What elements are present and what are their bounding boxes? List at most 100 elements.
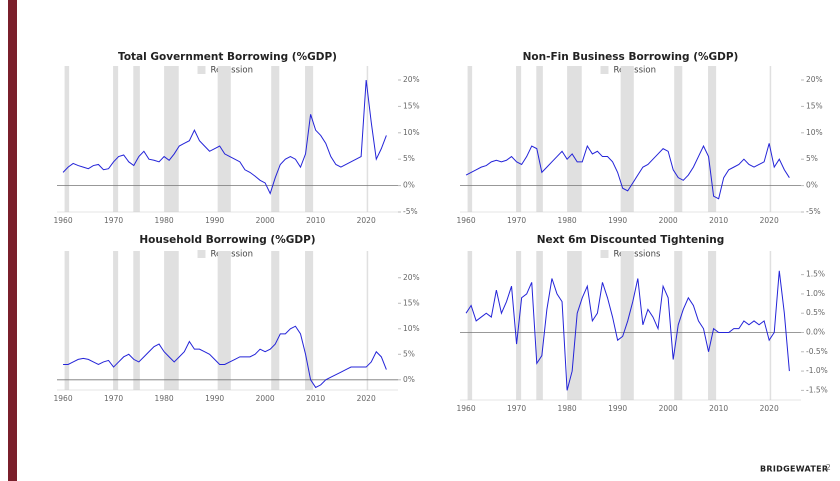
x-tick-label: 1990 xyxy=(205,394,224,403)
x-tick-label: 2000 xyxy=(256,394,275,403)
recession-band xyxy=(516,66,522,212)
x-tick-label: 1980 xyxy=(558,216,577,225)
series-line xyxy=(465,143,790,200)
recession-band xyxy=(164,251,179,390)
recession-band xyxy=(674,66,683,212)
chart-title: Household Borrowing (%GDP) xyxy=(139,234,315,246)
recession-band xyxy=(133,251,140,390)
x-tick-label: 2010 xyxy=(709,216,728,225)
x-tick-label: 2020 xyxy=(357,216,376,225)
x-tick-label: 1980 xyxy=(155,394,174,403)
recession-band xyxy=(64,251,70,390)
x-tick-label: 1960 xyxy=(457,404,476,413)
recession-band xyxy=(467,251,473,400)
y-tick-label: 0.5% xyxy=(806,308,825,317)
legend-label: Recession xyxy=(614,66,656,76)
x-tick-label: 2010 xyxy=(709,404,728,413)
y-tick-label: 20% xyxy=(403,75,420,84)
recession-band xyxy=(708,66,717,212)
x-tick-label: 1970 xyxy=(507,404,526,413)
recession-band xyxy=(64,66,70,212)
recession-band xyxy=(620,66,634,212)
x-tick-label: 1970 xyxy=(507,216,526,225)
series-line xyxy=(62,79,387,195)
recession-band xyxy=(769,251,772,400)
y-tick-label: 10% xyxy=(403,128,420,137)
x-tick-label: 2000 xyxy=(256,216,275,225)
x-tick-label: 1990 xyxy=(608,216,627,225)
x-tick-label: 1980 xyxy=(558,404,577,413)
recession-band xyxy=(567,251,582,400)
y-tick-label: 10% xyxy=(403,324,420,333)
recession-band xyxy=(708,251,717,400)
y-tick-label: 1.5% xyxy=(806,270,825,279)
x-tick-label: 1970 xyxy=(104,394,123,403)
x-tick-label: 1980 xyxy=(155,216,174,225)
recession-band xyxy=(305,251,314,390)
recession-band xyxy=(620,251,634,400)
chart-title: Next 6m Discounted Tightening xyxy=(537,234,724,246)
y-tick-label: -1.0% xyxy=(806,366,828,375)
y-tick-label: 5% xyxy=(403,154,415,163)
y-tick-label: 20% xyxy=(806,75,823,84)
recession-band xyxy=(217,66,231,212)
recession-band xyxy=(271,251,280,390)
recession-band xyxy=(769,66,772,212)
recession-band xyxy=(113,251,119,390)
legend-swatch xyxy=(600,66,609,74)
y-tick-label: 20% xyxy=(403,273,420,282)
page-number: 2 xyxy=(826,463,831,472)
y-tick-label: -5% xyxy=(403,207,418,216)
x-tick-label: 1990 xyxy=(205,216,224,225)
x-tick-label: 2020 xyxy=(760,404,779,413)
y-tick-label: 15% xyxy=(403,101,420,110)
y-tick-label: -0.5% xyxy=(806,347,828,356)
y-tick-label: 5% xyxy=(806,154,818,163)
y-tick-label: 5% xyxy=(403,349,415,358)
recession-band xyxy=(164,66,179,212)
recession-band xyxy=(467,66,473,212)
y-tick-label: 0% xyxy=(403,181,415,190)
chart-title: Total Government Borrowing (%GDP) xyxy=(118,51,337,63)
x-tick-label: 1960 xyxy=(54,394,73,403)
y-tick-label: 1.0% xyxy=(806,289,825,298)
x-tick-label: 2020 xyxy=(760,216,779,225)
series-line xyxy=(465,270,790,391)
x-tick-label: 2010 xyxy=(306,216,325,225)
brand: BRIDGEWATER xyxy=(760,465,828,474)
x-tick-label: 2020 xyxy=(357,394,376,403)
legend-swatch xyxy=(600,250,609,258)
side-bar xyxy=(8,0,17,481)
legend-label: Recession xyxy=(211,250,253,260)
x-tick-label: 2010 xyxy=(306,394,325,403)
recession-band xyxy=(113,66,119,212)
recession-band xyxy=(271,66,280,212)
x-tick-label: 1970 xyxy=(104,216,123,225)
x-tick-label: 1960 xyxy=(457,216,476,225)
recession-band xyxy=(133,66,140,212)
y-tick-label: 15% xyxy=(806,101,823,110)
x-tick-label: 2000 xyxy=(659,216,678,225)
recession-band xyxy=(217,251,231,390)
y-tick-label: 0% xyxy=(806,181,818,190)
x-tick-label: 2000 xyxy=(659,404,678,413)
y-tick-label: 10% xyxy=(806,128,823,137)
legend-label: Recession xyxy=(211,66,253,76)
legend-label: Recessions xyxy=(614,250,661,260)
recession-band xyxy=(567,66,582,212)
recession-band xyxy=(366,251,369,390)
x-tick-label: 1960 xyxy=(54,216,73,225)
recession-band xyxy=(536,66,543,212)
y-tick-label: 0.0% xyxy=(806,328,825,337)
recession-band xyxy=(305,66,314,212)
y-tick-label: -5% xyxy=(806,207,821,216)
recession-band xyxy=(536,251,543,400)
series-line xyxy=(63,325,387,389)
legend-swatch xyxy=(197,66,206,74)
chart-title: Non-Fin Business Borrowing (%GDP) xyxy=(523,51,739,63)
legend-swatch xyxy=(197,250,206,258)
recession-band xyxy=(366,66,369,212)
y-tick-label: 15% xyxy=(403,298,420,307)
y-tick-label: 0% xyxy=(403,375,415,384)
